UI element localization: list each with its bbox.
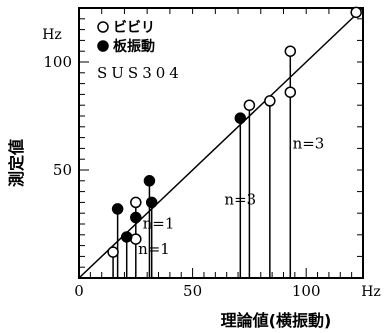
plate-vibration-point: [120, 231, 133, 243]
legend-material: SUS304: [97, 64, 183, 82]
chatter-point: [264, 95, 276, 107]
plate-vibration-point: [234, 112, 247, 124]
legend-label: ビビリ: [113, 20, 155, 36]
mode-annotation: n=1: [143, 214, 175, 232]
plate-vibration-point: [111, 203, 124, 215]
x-unit-label: Hz: [361, 284, 381, 300]
y-tick-label: 100: [43, 53, 72, 71]
chatter-point: [284, 86, 297, 98]
chatter-point: [107, 246, 119, 258]
plot-frame: [78, 7, 364, 279]
plate-vibration-point: [145, 196, 158, 209]
mode-annotation: n=3: [224, 191, 256, 209]
y-tick-label: 50: [53, 161, 72, 179]
legend-marker: [97, 40, 109, 52]
chatter-point: [243, 99, 256, 111]
x-tick-label: 50: [183, 282, 202, 300]
plate-vibration-point: [130, 211, 142, 224]
x-tick-label: 100: [292, 282, 321, 300]
mode-annotation: n=3: [293, 134, 325, 152]
chatter-point: [130, 196, 142, 209]
chatter-point: [284, 45, 297, 57]
x-tick-label: 0: [74, 282, 84, 300]
chatter-point: [350, 6, 362, 19]
x-axis-title: 理論値(横振動): [221, 311, 332, 330]
y-axis-title: 測定値: [7, 139, 26, 187]
legend-label: 板振動: [113, 38, 155, 55]
plate-vibration-point: [143, 175, 156, 187]
legend-marker: [97, 21, 109, 33]
mode-annotation: n=1: [138, 240, 170, 258]
y-unit-label: Hz: [42, 27, 62, 43]
